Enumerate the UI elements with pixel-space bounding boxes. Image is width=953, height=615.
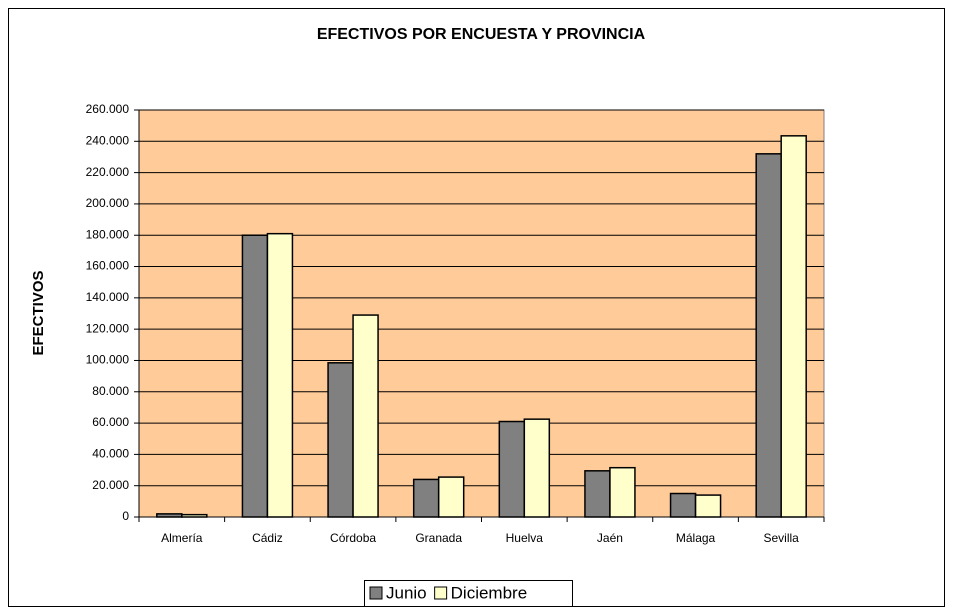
- legend-swatch: [434, 586, 448, 600]
- y-tick-label: 140.000: [86, 290, 130, 304]
- bar: [181, 513, 208, 518]
- y-tick-label: 200.000: [86, 196, 130, 210]
- bar: [437, 476, 465, 518]
- y-tick-label: 20.000: [92, 478, 129, 492]
- legend-box: [364, 580, 573, 607]
- y-tick-label: 100.000: [86, 353, 130, 367]
- bar: [412, 478, 440, 518]
- bar: [352, 314, 379, 518]
- bar: [266, 232, 294, 518]
- bar: [523, 418, 551, 518]
- bar: [156, 513, 183, 518]
- y-tick-label: 0: [122, 509, 129, 523]
- chart-title: EFECTIVOS POR ENCUESTA Y PROVINCIA: [317, 26, 646, 43]
- x-tick-label: Málaga: [676, 531, 716, 545]
- y-tick-label: 220.000: [86, 165, 130, 179]
- y-tick-label: 40.000: [92, 447, 129, 461]
- y-tick-label: 160.000: [86, 259, 130, 273]
- y-tick-label: 240.000: [86, 133, 130, 147]
- bar: [755, 153, 782, 518]
- y-tick-label: 180.000: [86, 227, 130, 241]
- bar: [669, 492, 697, 518]
- x-tick-label: Huelva: [506, 531, 544, 545]
- bar: [609, 466, 636, 518]
- x-tick-label: Córdoba: [330, 531, 376, 545]
- legend-label: Diciembre: [451, 583, 528, 602]
- bar: [327, 362, 354, 518]
- bar: [694, 494, 722, 518]
- x-tick-label: Cádiz: [252, 531, 283, 545]
- y-tick-label: 120.000: [86, 321, 130, 335]
- y-tick-label: 60.000: [92, 415, 129, 429]
- bar: [241, 234, 269, 518]
- y-tick-label: 80.000: [92, 384, 129, 398]
- y-axis-label: EFECTIVOS: [30, 270, 47, 355]
- x-tick-label: Jaén: [597, 531, 623, 545]
- bar: [498, 420, 526, 518]
- bar: [780, 135, 807, 518]
- legend-label: Junio: [386, 583, 427, 602]
- x-tick-label: Sevilla: [764, 531, 800, 545]
- bar: [584, 470, 611, 518]
- x-tick-label: Almería: [161, 531, 203, 545]
- y-tick-label: 260.000: [86, 102, 130, 116]
- legend-swatch: [369, 586, 383, 600]
- x-tick-label: Granada: [415, 531, 462, 545]
